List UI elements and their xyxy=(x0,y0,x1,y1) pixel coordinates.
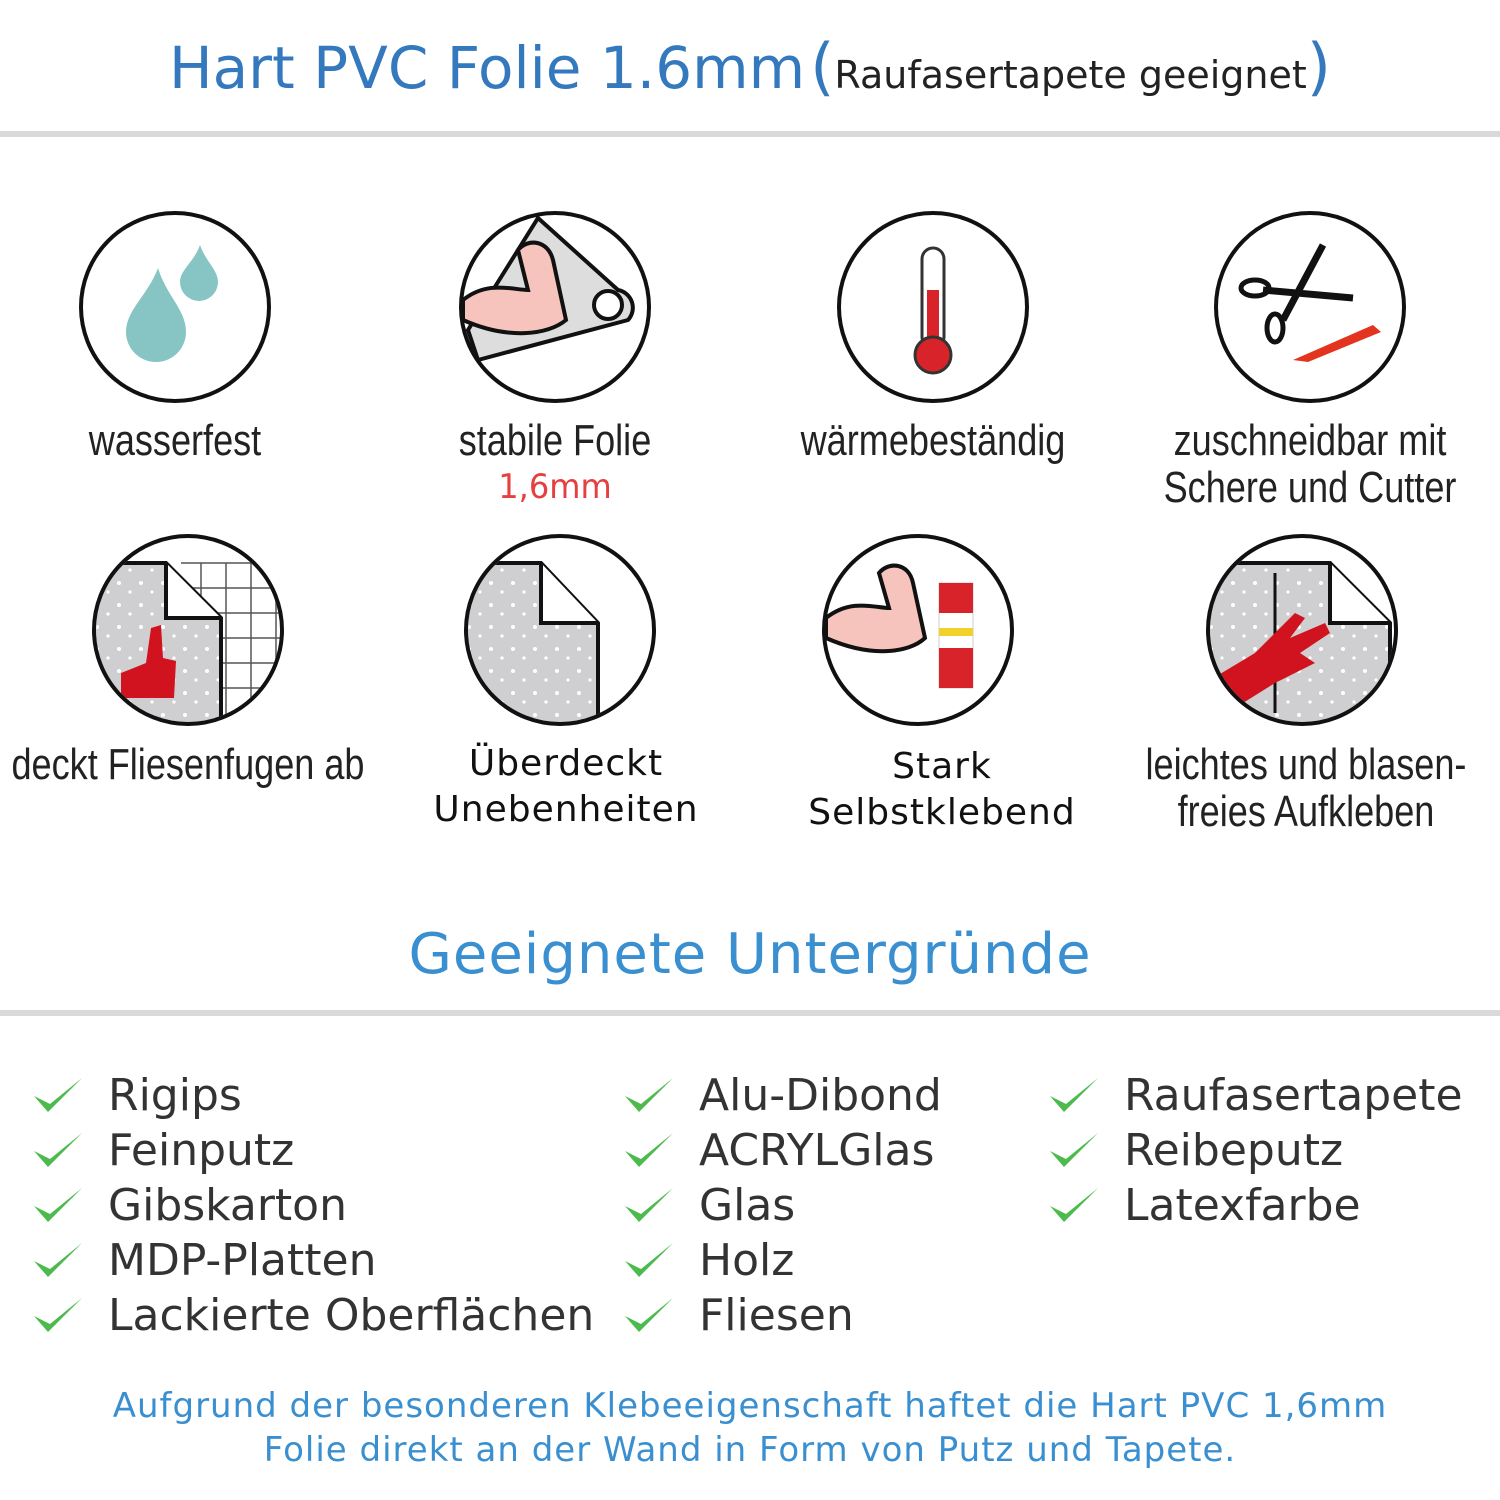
surface-list-3: Raufasertapete Reibeputz Latexfarbe xyxy=(1048,1068,1463,1233)
thermometer-icon xyxy=(837,211,1029,403)
check-icon xyxy=(34,1297,82,1332)
check-icon xyxy=(1050,1187,1098,1222)
surface-label: Glas xyxy=(699,1180,796,1231)
surface-label: Rigips xyxy=(108,1070,242,1121)
check-icon xyxy=(34,1187,82,1222)
feature-label: wärmebeständig xyxy=(800,416,1066,465)
tile-cover-icon xyxy=(92,534,284,726)
surface-label: Gibskarton xyxy=(108,1180,347,1231)
surface-item: Latexfarbe xyxy=(1048,1178,1463,1233)
surface-item: Feinputz xyxy=(32,1123,594,1178)
surface-item: Alu-Dibond xyxy=(623,1068,942,1123)
page-title: Hart PVC Folie 1.6mm (Raufasertapete gee… xyxy=(168,30,1331,103)
surface-label: ACRYLGlas xyxy=(699,1125,935,1176)
divider xyxy=(0,131,1500,137)
surface-label: Holz xyxy=(699,1235,795,1286)
surface-label: Feinputz xyxy=(108,1125,295,1176)
check-icon xyxy=(625,1077,673,1112)
surface-item: Raufasertapete xyxy=(1048,1068,1463,1123)
surface-item: Reibeputz xyxy=(1048,1123,1463,1178)
check-icon xyxy=(625,1132,673,1167)
check-icon xyxy=(625,1187,673,1222)
title-subtitle: Raufasertapete geeignet xyxy=(834,53,1307,97)
divider xyxy=(0,1010,1500,1016)
surface-label: Raufasertapete xyxy=(1124,1070,1463,1121)
surface-label: Reibeputz xyxy=(1124,1125,1344,1176)
surface-item: Holz xyxy=(623,1233,942,1288)
check-icon xyxy=(625,1297,673,1332)
check-icon xyxy=(34,1242,82,1277)
surface-label: Alu-Dibond xyxy=(699,1070,942,1121)
surface-item: Fliesen xyxy=(623,1288,942,1343)
feature-label: leichtes und blasen-freies Aufkleben xyxy=(1145,740,1467,836)
feature-label: zuschneidbar mit Schere und Cutter xyxy=(1163,416,1457,512)
check-icon xyxy=(34,1132,82,1167)
surface-label: MDP-Platten xyxy=(108,1235,377,1286)
check-icon xyxy=(1050,1132,1098,1167)
surface-item: Rigips xyxy=(32,1068,594,1123)
check-icon xyxy=(625,1242,673,1277)
section-title: Geeignete Untergründe xyxy=(408,922,1092,987)
surface-label: Latexfarbe xyxy=(1124,1180,1361,1231)
feature-label: wasserfest xyxy=(88,416,262,465)
surface-item: ACRYLGlas xyxy=(623,1123,942,1178)
feature-label: Überdeckt Unebenheiten xyxy=(433,743,699,830)
surface-list-1: Rigips Feinputz Gibskarton MDP-Platten Lacki… xyxy=(32,1068,594,1343)
surface-label: Fliesen xyxy=(699,1290,854,1341)
surface-label: Lackierte Oberflächen xyxy=(108,1290,595,1341)
scissors-cutter-icon xyxy=(1214,211,1406,403)
feature-label: deckt Fliesenfugen ab xyxy=(11,740,365,789)
film-corner-icon xyxy=(464,534,656,726)
surface-item: MDP-Platten xyxy=(32,1233,594,1288)
water-drops-icon xyxy=(79,211,271,403)
footer-note: Aufgrund der besonderen Klebeeigenschaft… xyxy=(112,1386,1388,1470)
surface-item: Glas xyxy=(623,1178,942,1233)
strong-glue-icon xyxy=(822,534,1014,726)
surface-list-2: Alu-Dibond ACRYLGlas Glas Holz Fliesen xyxy=(623,1068,942,1343)
hand-apply-icon xyxy=(1206,534,1398,726)
feature-label: Stark Selbstklebend xyxy=(808,746,1076,833)
feature-label: stabile Folie 1,6mm xyxy=(350,417,760,511)
surface-item: Gibskarton xyxy=(32,1178,594,1233)
surface-item: Lackierte Oberflächen xyxy=(32,1288,594,1343)
strong-film-icon xyxy=(459,211,651,403)
check-icon xyxy=(1050,1077,1098,1112)
title-main: Hart PVC Folie 1.6mm xyxy=(168,34,806,102)
check-icon xyxy=(34,1077,82,1112)
feature-sublabel: 1,6mm xyxy=(498,467,612,507)
